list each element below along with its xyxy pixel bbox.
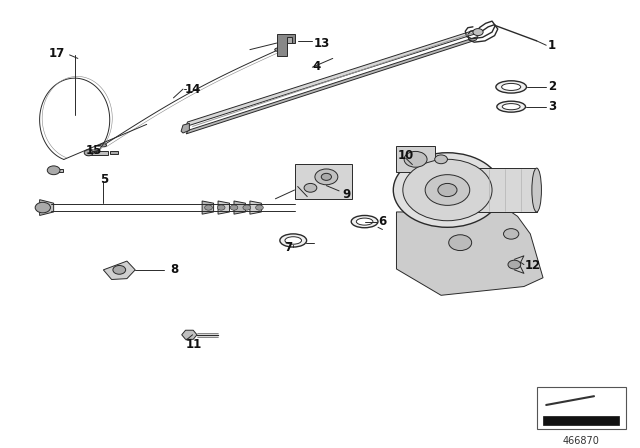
- Polygon shape: [543, 416, 620, 425]
- Polygon shape: [250, 201, 261, 214]
- Circle shape: [84, 150, 93, 156]
- Polygon shape: [276, 34, 294, 56]
- Circle shape: [504, 228, 519, 239]
- Circle shape: [113, 266, 125, 274]
- Polygon shape: [40, 200, 54, 215]
- Text: 1: 1: [548, 39, 556, 52]
- Text: 12: 12: [525, 259, 541, 272]
- Ellipse shape: [502, 83, 521, 90]
- Circle shape: [425, 175, 470, 205]
- Polygon shape: [49, 168, 63, 172]
- Circle shape: [438, 183, 457, 197]
- Text: 9: 9: [342, 188, 351, 201]
- Circle shape: [508, 260, 521, 269]
- Circle shape: [243, 205, 250, 210]
- Ellipse shape: [497, 101, 525, 112]
- Circle shape: [230, 205, 238, 210]
- Polygon shape: [186, 36, 478, 134]
- Polygon shape: [86, 151, 108, 155]
- Circle shape: [304, 183, 317, 192]
- Text: 15: 15: [86, 144, 102, 157]
- Text: 5: 5: [100, 172, 108, 185]
- Circle shape: [473, 29, 483, 35]
- Circle shape: [435, 155, 447, 164]
- Circle shape: [218, 205, 225, 210]
- Circle shape: [255, 205, 263, 210]
- Circle shape: [205, 205, 212, 210]
- Circle shape: [47, 166, 60, 175]
- Ellipse shape: [502, 103, 520, 110]
- Polygon shape: [110, 151, 118, 155]
- Polygon shape: [218, 201, 230, 214]
- Polygon shape: [234, 201, 246, 214]
- Polygon shape: [181, 123, 189, 133]
- Polygon shape: [396, 146, 435, 172]
- Text: 6: 6: [379, 215, 387, 228]
- Ellipse shape: [356, 218, 373, 225]
- Text: 11: 11: [186, 338, 202, 351]
- Circle shape: [403, 159, 492, 221]
- Text: 4: 4: [312, 60, 321, 73]
- Circle shape: [321, 173, 332, 181]
- Circle shape: [394, 153, 502, 227]
- Polygon shape: [287, 37, 292, 43]
- Polygon shape: [294, 164, 352, 199]
- Text: 2: 2: [548, 81, 556, 94]
- Text: 17: 17: [49, 47, 65, 60]
- Circle shape: [35, 202, 51, 213]
- Ellipse shape: [496, 81, 527, 93]
- Polygon shape: [182, 330, 197, 339]
- Circle shape: [315, 169, 338, 185]
- Ellipse shape: [275, 48, 282, 52]
- Text: 14: 14: [184, 82, 201, 95]
- Polygon shape: [396, 212, 543, 295]
- Text: 8: 8: [170, 263, 179, 276]
- Polygon shape: [473, 168, 537, 212]
- Text: 7: 7: [284, 241, 292, 254]
- Ellipse shape: [351, 215, 378, 228]
- Polygon shape: [103, 261, 135, 280]
- Ellipse shape: [100, 144, 106, 147]
- Text: 10: 10: [397, 149, 414, 162]
- Circle shape: [449, 235, 472, 250]
- FancyBboxPatch shape: [537, 388, 626, 429]
- Text: 466870: 466870: [563, 435, 600, 446]
- Ellipse shape: [532, 168, 541, 212]
- Ellipse shape: [285, 237, 301, 244]
- Polygon shape: [202, 201, 214, 214]
- Text: 13: 13: [314, 37, 330, 50]
- Ellipse shape: [280, 234, 307, 247]
- Text: 3: 3: [548, 100, 556, 113]
- Polygon shape: [186, 29, 479, 126]
- Circle shape: [404, 151, 427, 167]
